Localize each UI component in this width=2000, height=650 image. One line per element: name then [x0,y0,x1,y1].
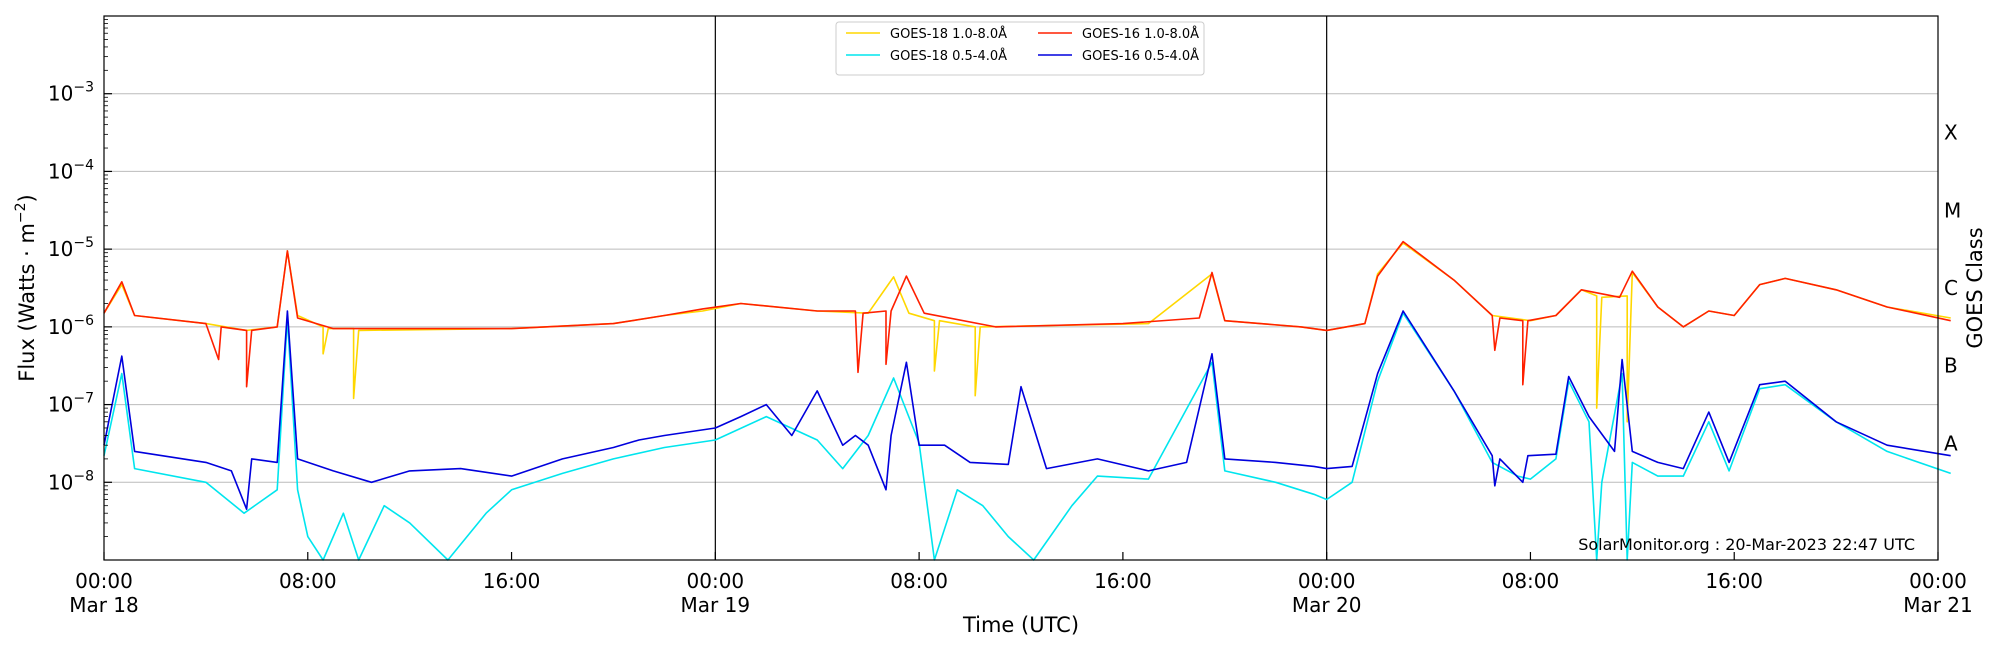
x-tick-label: 00:00 [75,569,133,593]
y-tick-label: 10−7 [48,391,94,417]
x-tick-label: 00:00 [687,569,745,593]
y-tick-label: 10−5 [48,235,94,261]
watermark: SolarMonitor.org : 20-Mar-2023 22:47 UTC [1578,535,1915,554]
x-tick-label: 16:00 [483,569,541,593]
x-tick-date-label: Mar 20 [1292,593,1362,617]
right-axis-label: GOES Class [1963,227,1987,348]
y-axis-label: Flux (Watts · m−2) [13,194,39,382]
x-axis-label: Time (UTC) [962,613,1079,637]
goes-class-label: A [1944,431,1958,455]
legend-label: GOES-18 0.5-4.0Å [890,48,1007,64]
y-axis-ticks: 10−8 10−7 10−6 10−5 10−4 10−3 [48,19,112,538]
goes-class-label: B [1944,354,1958,378]
plot-frame [103,15,1939,561]
legend-label: GOES-16 1.0-8.0Å [1082,26,1199,42]
y-tick-label: 10−3 [48,80,94,106]
legend: GOES-18 1.0-8.0Å GOES-18 0.5-4.0Å GOES-16 … [835,21,1205,76]
x-tick-label: 00:00 [1909,569,1967,593]
y-tick-label: 10−8 [48,468,94,494]
x-tick-label: 00:00 [1298,569,1356,593]
series-line [103,312,1951,561]
x-tick-date-label: Mar 18 [69,593,139,617]
x-tick-date-label: Mar 21 [1903,593,1973,617]
series-line [103,242,1951,423]
series-line [103,310,1951,510]
x-tick-date-label: Mar 19 [681,593,751,617]
goes-class-label: M [1944,198,1961,222]
y-tick-label: 10−4 [48,157,94,183]
goes-class-label: X [1944,121,1958,145]
series-layer [103,240,1951,561]
series-line [103,240,1951,388]
legend-label: GOES-18 1.0-8.0Å [890,26,1007,42]
legend-items: GOES-18 1.0-8.0Å GOES-18 0.5-4.0Å GOES-16 … [846,26,1199,64]
x-tick-label: 08:00 [890,569,948,593]
y-tick-label: 10−6 [48,313,94,339]
x-tick-label: 16:00 [1094,569,1152,593]
goes-class-label: C [1944,276,1958,300]
x-tick-label: 16:00 [1705,569,1763,593]
x-tick-label: 08:00 [1502,569,1560,593]
x-tick-label: 08:00 [279,569,337,593]
legend-box [835,21,1205,76]
goes-class-labels: A B C M X [1944,121,1961,456]
legend-label: GOES-16 0.5-4.0Å [1082,48,1199,64]
grid-layer [104,16,1938,560]
